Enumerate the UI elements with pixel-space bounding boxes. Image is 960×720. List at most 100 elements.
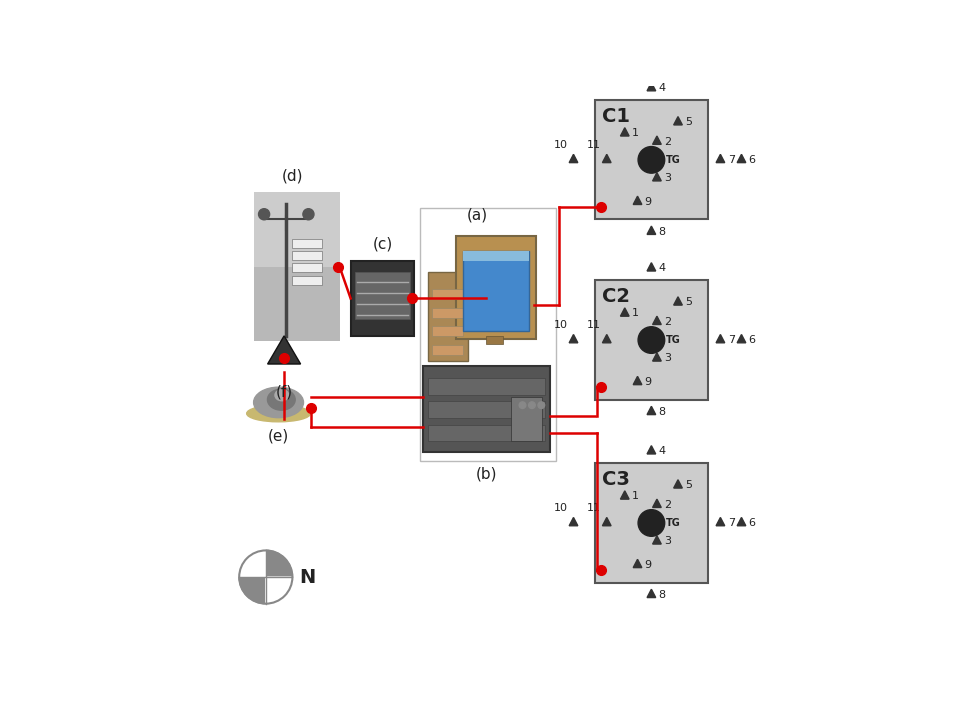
Text: TG: TG <box>666 155 681 165</box>
Text: 2: 2 <box>664 317 671 327</box>
Polygon shape <box>569 154 578 163</box>
Ellipse shape <box>268 389 295 410</box>
Text: 1: 1 <box>632 308 639 318</box>
Bar <box>350 261 415 336</box>
Bar <box>463 251 529 261</box>
Text: 1: 1 <box>632 128 639 138</box>
Polygon shape <box>569 335 578 343</box>
Text: TG: TG <box>666 335 681 345</box>
Polygon shape <box>634 377 642 384</box>
Text: 10: 10 <box>554 320 568 330</box>
Text: 10: 10 <box>554 140 568 150</box>
Text: 3: 3 <box>664 536 671 546</box>
Circle shape <box>258 209 270 220</box>
Bar <box>594 464 708 582</box>
Bar <box>428 401 544 418</box>
Polygon shape <box>268 336 300 364</box>
Text: TG: TG <box>666 518 681 528</box>
Text: 11: 11 <box>588 320 601 330</box>
Polygon shape <box>716 518 725 526</box>
Text: 2: 2 <box>664 500 671 510</box>
Text: 9: 9 <box>645 377 652 387</box>
Bar <box>432 346 463 355</box>
Text: 7: 7 <box>728 335 734 345</box>
Wedge shape <box>266 577 293 603</box>
Text: 6: 6 <box>749 155 756 165</box>
Polygon shape <box>620 491 629 499</box>
Bar <box>428 272 468 361</box>
Text: C3: C3 <box>602 470 630 489</box>
Text: 1: 1 <box>632 491 639 501</box>
Bar <box>253 192 340 266</box>
Polygon shape <box>647 226 656 235</box>
Polygon shape <box>620 127 629 136</box>
Bar <box>355 272 410 319</box>
Bar <box>420 208 556 461</box>
Circle shape <box>638 510 664 536</box>
Wedge shape <box>239 577 266 603</box>
Polygon shape <box>737 154 746 163</box>
Polygon shape <box>647 263 656 271</box>
Polygon shape <box>653 353 661 361</box>
Polygon shape <box>647 406 656 415</box>
Text: 2: 2 <box>664 137 671 147</box>
Bar <box>292 264 323 272</box>
Bar <box>292 251 323 260</box>
Text: 8: 8 <box>659 590 665 600</box>
Polygon shape <box>716 154 725 163</box>
Text: 9: 9 <box>645 560 652 570</box>
Polygon shape <box>647 83 656 91</box>
Ellipse shape <box>275 390 289 401</box>
Bar <box>594 100 708 220</box>
Text: 8: 8 <box>659 227 665 237</box>
Text: 3: 3 <box>664 173 671 183</box>
Text: 7: 7 <box>728 518 734 528</box>
Ellipse shape <box>253 387 303 418</box>
Bar <box>432 289 463 299</box>
Polygon shape <box>737 518 746 526</box>
Text: 9: 9 <box>645 197 652 207</box>
Text: (a): (a) <box>467 207 488 222</box>
Polygon shape <box>653 499 661 508</box>
Bar <box>292 276 323 284</box>
Bar <box>422 366 550 452</box>
Polygon shape <box>603 335 612 343</box>
Text: (e): (e) <box>268 428 289 444</box>
Polygon shape <box>603 518 612 526</box>
Bar <box>456 236 537 338</box>
Polygon shape <box>737 335 746 343</box>
Polygon shape <box>653 316 661 325</box>
Polygon shape <box>653 136 661 144</box>
Text: 6: 6 <box>749 335 756 345</box>
Bar <box>428 425 544 441</box>
Bar <box>512 397 541 441</box>
Text: 11: 11 <box>588 140 601 150</box>
Bar <box>253 192 340 341</box>
Bar <box>487 336 503 344</box>
Text: 4: 4 <box>659 446 665 456</box>
Polygon shape <box>674 480 683 488</box>
Wedge shape <box>239 550 266 577</box>
Circle shape <box>638 327 664 354</box>
Circle shape <box>519 402 526 408</box>
Polygon shape <box>620 308 629 316</box>
Ellipse shape <box>247 405 310 422</box>
Text: 4: 4 <box>659 83 665 93</box>
Text: (d): (d) <box>281 168 303 184</box>
Bar <box>594 280 708 400</box>
Polygon shape <box>653 536 661 544</box>
Polygon shape <box>716 335 725 343</box>
Circle shape <box>529 402 536 408</box>
Text: 4: 4 <box>659 264 665 274</box>
Polygon shape <box>674 297 683 305</box>
Text: 5: 5 <box>685 480 692 490</box>
Text: N: N <box>300 567 315 587</box>
Polygon shape <box>634 559 642 567</box>
Polygon shape <box>647 589 656 598</box>
Bar <box>428 378 544 395</box>
Bar <box>432 326 463 336</box>
Wedge shape <box>266 550 293 577</box>
Polygon shape <box>653 173 661 181</box>
Text: (b): (b) <box>476 466 497 481</box>
Bar <box>432 307 463 318</box>
